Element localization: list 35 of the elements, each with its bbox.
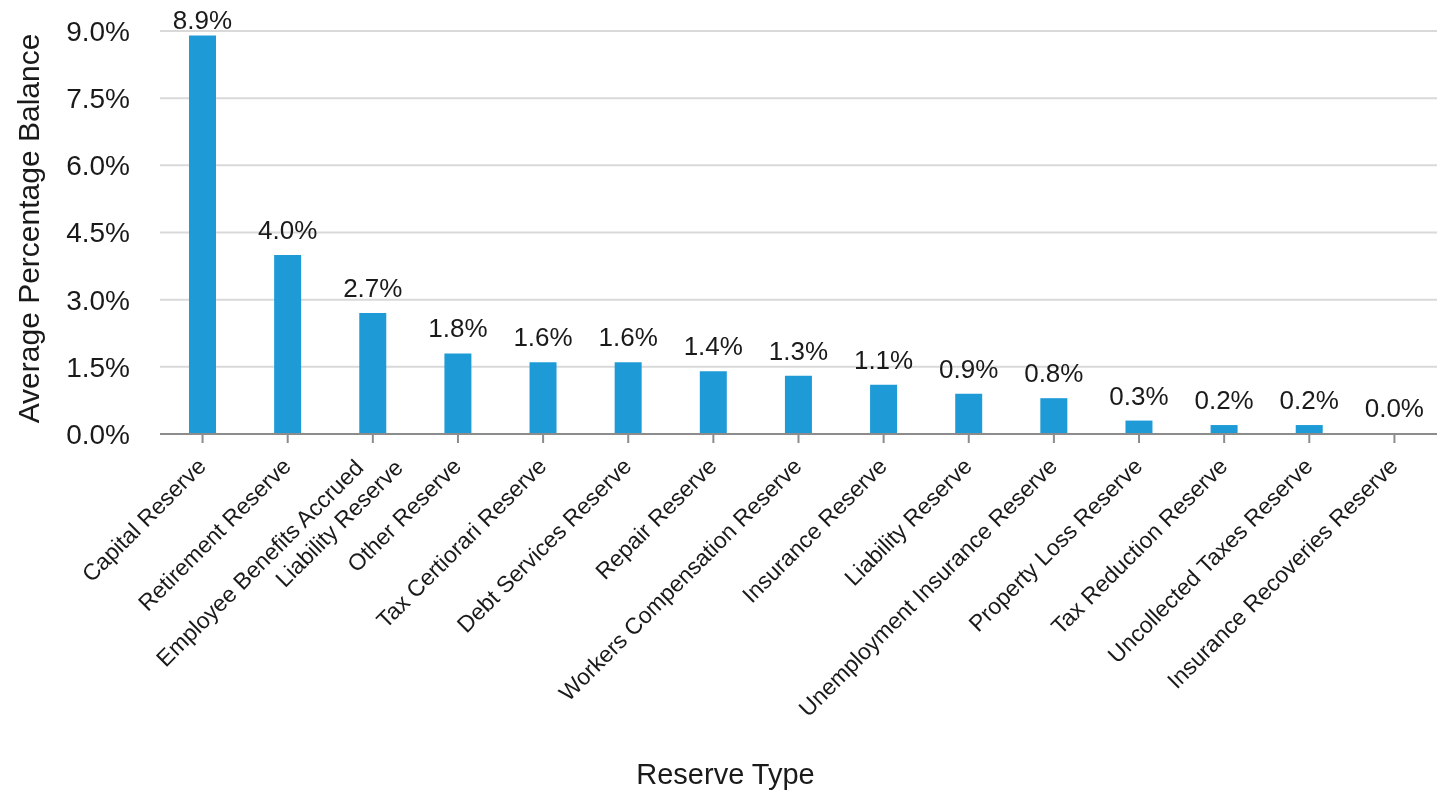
data-label: 1.4% bbox=[683, 331, 743, 362]
bar bbox=[699, 371, 727, 434]
data-label: 1.6% bbox=[598, 322, 658, 353]
y-tick-label: 1.5% bbox=[66, 351, 130, 383]
data-label: 0.2% bbox=[1194, 385, 1254, 416]
data-label: 8.9% bbox=[172, 5, 233, 35]
bar bbox=[614, 362, 642, 434]
y-axis-title: Average Percentage Balance bbox=[11, 33, 45, 424]
data-label: 0.2% bbox=[1279, 385, 1339, 416]
data-label: 1.8% bbox=[428, 313, 488, 344]
bar bbox=[1040, 398, 1068, 434]
bar bbox=[359, 313, 387, 434]
y-tick-label: 9.0% bbox=[66, 15, 130, 47]
data-label: 0.3% bbox=[1109, 380, 1169, 411]
data-label: 2.7% bbox=[343, 273, 403, 304]
x-axis-title: Reserve Type bbox=[636, 758, 815, 790]
bar bbox=[529, 362, 557, 434]
bar bbox=[189, 35, 216, 434]
data-label: 0.9% bbox=[939, 353, 999, 384]
bar bbox=[955, 393, 983, 434]
bar bbox=[274, 254, 302, 434]
y-tick-label: 3.0% bbox=[66, 284, 130, 316]
y-tick-label: 4.5% bbox=[66, 217, 130, 249]
bar bbox=[784, 375, 812, 434]
bar bbox=[444, 353, 472, 434]
data-label: 1.6% bbox=[513, 322, 573, 353]
data-label: 4.0% bbox=[258, 214, 318, 245]
bar bbox=[870, 384, 898, 434]
y-tick-label: 0.0% bbox=[66, 418, 130, 450]
data-label: 0.8% bbox=[1024, 358, 1084, 389]
data-label: 1.3% bbox=[768, 335, 829, 366]
data-label: 1.1% bbox=[853, 344, 914, 375]
y-tick-label: 7.5% bbox=[66, 83, 130, 115]
y-tick-label: 6.0% bbox=[66, 150, 130, 182]
data-label: 0.0% bbox=[1364, 393, 1424, 424]
